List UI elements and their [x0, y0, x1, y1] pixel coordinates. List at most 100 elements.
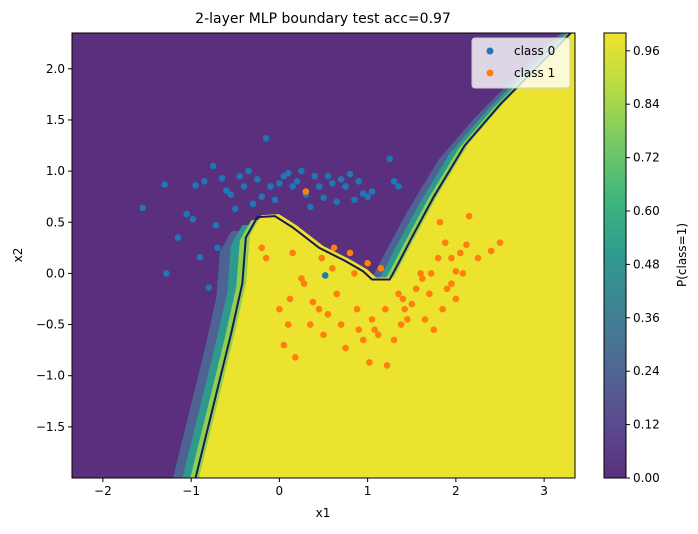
y-tick-label-2: −0.5 — [36, 318, 65, 332]
colorbar-tick-label-2: 0.24 — [633, 364, 660, 378]
x-tick-label-3: 1 — [364, 484, 372, 498]
point-class-0-43 — [351, 196, 358, 204]
y-axis: −1.5 −1.0 −0.5 0.0 0.5 1.0 1.5 2.0 — [36, 62, 72, 434]
point-class-1-32 — [377, 264, 385, 272]
point-class-1-33 — [381, 305, 389, 313]
point-class-1-5 — [286, 295, 294, 303]
point-class-0-36 — [320, 194, 327, 202]
point-class-0-44 — [355, 178, 363, 185]
point-class-1-47 — [434, 254, 442, 262]
colorbar-ticks: 0.00 0.12 0.24 0.36 0.48 0.60 0.72 0.84 0.96 — [626, 44, 660, 485]
point-class-0-25 — [271, 196, 279, 204]
point-class-1-63 — [448, 280, 455, 287]
x-tick-label-0: −2 — [94, 484, 112, 498]
colorbar-tick-label-8: 0.96 — [633, 44, 660, 58]
point-class-0-9 — [205, 284, 213, 292]
point-class-1-37 — [397, 321, 405, 328]
point-class-0-2 — [163, 270, 170, 277]
point-class-0-40 — [337, 175, 345, 183]
point-class-1-35 — [390, 336, 398, 344]
y-tick-label-4: 0.5 — [46, 215, 65, 229]
point-class-1-28 — [366, 359, 373, 366]
colorbar-tick-label-1: 0.12 — [633, 418, 660, 432]
colorbar-tick-label-7: 0.84 — [633, 97, 660, 111]
point-class-0-34 — [311, 172, 318, 180]
point-class-0-33 — [306, 203, 314, 211]
point-class-1-34 — [383, 362, 391, 369]
y-tick-label-0: −1.5 — [36, 420, 65, 434]
point-class-1-57 — [465, 212, 473, 220]
point-class-1-2 — [276, 305, 283, 313]
point-class-0-17 — [236, 172, 243, 180]
point-class-1-17 — [329, 264, 336, 272]
point-class-1-6 — [289, 249, 296, 257]
point-class-0-4 — [183, 210, 191, 218]
point-class-0-20 — [249, 200, 257, 208]
point-class-0-11 — [212, 222, 220, 229]
point-class-1-39 — [401, 305, 408, 313]
point-class-0-41 — [342, 183, 349, 190]
point-class-1-20 — [337, 321, 345, 328]
point-class-1-51 — [443, 285, 451, 293]
point-class-1-62 — [427, 270, 435, 277]
legend-marker-class-0 — [486, 47, 494, 55]
plot-area: −2 −1 0 1 2 3 −1.5 −1.0 −0.5 0.0 0.5 1.0 1.5 2.0 — [36, 32, 576, 498]
point-class-0-24 — [267, 183, 274, 190]
point-class-1-11 — [306, 321, 314, 328]
point-class-0-23 — [262, 135, 270, 142]
point-class-1-56 — [463, 241, 470, 249]
point-class-1-43 — [417, 270, 424, 277]
region-class-1 — [199, 33, 575, 478]
legend: class 0 class 1 — [471, 37, 571, 89]
point-class-1-29 — [368, 316, 376, 323]
point-class-0-47 — [368, 188, 376, 195]
point-class-0-39 — [333, 198, 341, 206]
x-tick-label-1: −1 — [182, 484, 200, 498]
y-tick-label-3: 0.0 — [46, 266, 65, 280]
point-class-0-48 — [386, 155, 393, 163]
point-class-0-19 — [245, 167, 252, 175]
point-class-0-3 — [174, 234, 182, 241]
point-class-0-38 — [329, 180, 336, 187]
point-class-1-58 — [474, 254, 482, 262]
point-class-1-16 — [324, 311, 332, 318]
point-class-1-26 — [359, 336, 367, 344]
point-class-0-14 — [223, 187, 230, 194]
point-class-1-54 — [456, 249, 464, 257]
point-class-1-55 — [459, 270, 467, 277]
x-tick-label-2: 0 — [276, 484, 284, 498]
point-class-0-46 — [364, 193, 371, 200]
colorbar-tick-label-0: 0.00 — [633, 471, 660, 485]
point-class-1-40 — [404, 316, 411, 323]
point-class-0-13 — [218, 174, 226, 182]
point-class-0-1 — [161, 181, 168, 188]
colorbar-tick-label-6: 0.72 — [633, 151, 660, 165]
point-class-1-24 — [353, 305, 361, 313]
point-class-0-0 — [139, 204, 146, 212]
point-class-0-8 — [201, 178, 208, 185]
point-class-0-18 — [240, 183, 248, 190]
point-class-0-7 — [196, 253, 204, 261]
colorbar-tick-label-4: 0.48 — [633, 257, 660, 271]
point-class-0-21 — [254, 175, 261, 183]
point-class-1-10 — [302, 188, 310, 195]
legend-marker-class-1 — [486, 69, 494, 77]
x-axis-label: x1 — [316, 506, 331, 520]
point-class-1-18 — [330, 244, 338, 252]
point-class-1-31 — [374, 331, 382, 339]
legend-label-class-1: class 1 — [514, 66, 555, 80]
point-class-1-21 — [342, 344, 349, 352]
point-class-0-22 — [258, 193, 266, 200]
y-tick-label-5: 1.0 — [46, 164, 65, 178]
point-class-0-50 — [395, 183, 402, 190]
point-class-1-60 — [496, 239, 504, 247]
point-class-1-64 — [452, 268, 460, 275]
point-class-1-59 — [487, 247, 495, 255]
point-class-1-4 — [284, 321, 292, 328]
point-class-1-61 — [419, 275, 426, 282]
point-class-1-7 — [291, 353, 299, 361]
point-class-0-16 — [231, 205, 239, 213]
point-class-1-45 — [426, 290, 433, 298]
decision-boundary-line — [194, 33, 572, 478]
